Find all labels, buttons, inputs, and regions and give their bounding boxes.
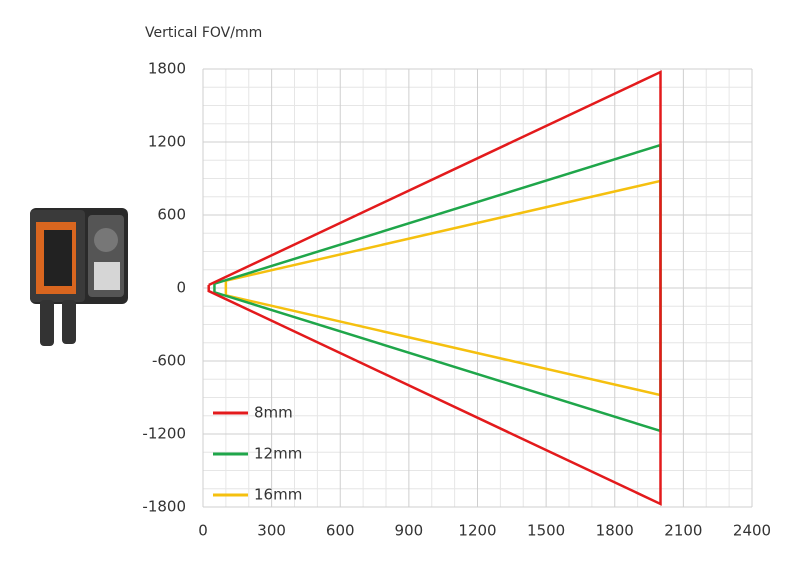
- y-tick-label: -600: [152, 352, 186, 370]
- x-tick-label: 2400: [733, 522, 771, 540]
- y-tick-label: -1200: [142, 425, 186, 443]
- legend-label: 8mm: [254, 404, 293, 422]
- x-tick-label: 1800: [596, 522, 634, 540]
- legend-label: 16mm: [254, 486, 302, 504]
- legend-label: 12mm: [254, 445, 302, 463]
- y-tick-label: 600: [157, 206, 186, 224]
- camera-image: [30, 208, 128, 346]
- x-tick-label: 300: [257, 522, 286, 540]
- y-tick-label: 1800: [148, 60, 186, 78]
- y-tick-label: 0: [176, 279, 186, 297]
- x-tick-label: 600: [326, 522, 355, 540]
- x-tick-label: 1200: [458, 522, 496, 540]
- y-tick-label: -1800: [142, 498, 186, 516]
- x-tick-label: 1500: [527, 522, 565, 540]
- y-axis-title: Vertical FOV/mm: [145, 25, 262, 41]
- x-tick-label: 2100: [664, 522, 702, 540]
- x-tick-label: 900: [395, 522, 424, 540]
- x-tick-label: 0: [198, 522, 208, 540]
- series-line: [207, 70, 662, 506]
- y-tick-label: 1200: [148, 133, 186, 151]
